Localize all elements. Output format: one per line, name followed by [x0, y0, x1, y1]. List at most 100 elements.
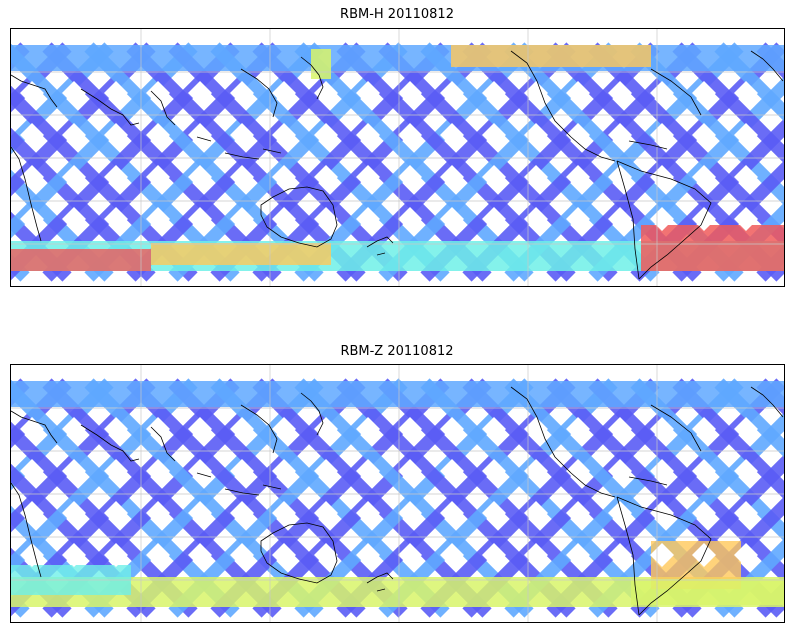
gap-diamond — [608, 165, 632, 189]
gap-diamond — [20, 543, 44, 567]
gap-diamond — [230, 543, 254, 567]
gap-diamond — [272, 459, 296, 483]
gap-diamond — [356, 165, 380, 189]
swath-track — [714, 378, 784, 458]
coastline — [650, 404, 702, 452]
gap-diamond — [566, 81, 590, 105]
gap-diamond — [230, 417, 254, 441]
gap-diamond — [482, 501, 506, 525]
gap-diamond — [440, 123, 464, 147]
gap-diamond — [356, 459, 380, 483]
gap-diamond — [734, 417, 758, 441]
gap-diamond — [524, 123, 548, 147]
polar-band-north — [11, 45, 784, 71]
coastline — [240, 68, 278, 118]
gap-diamond — [734, 459, 758, 483]
coastlines — [11, 386, 784, 616]
gap-diamond — [398, 123, 422, 147]
gap-diamond — [356, 123, 380, 147]
gap-diamond — [356, 543, 380, 567]
gap-diamond — [104, 165, 128, 189]
gap-diamond — [608, 417, 632, 441]
gap-diamond — [608, 459, 632, 483]
gap-diamond — [104, 81, 128, 105]
coastline — [196, 136, 212, 142]
coastline — [616, 496, 640, 616]
hotspot — [631, 579, 784, 605]
polar-band-north — [11, 381, 784, 407]
gap-diamond — [734, 123, 758, 147]
coastline — [224, 152, 260, 160]
gap-diamond — [188, 501, 212, 525]
gap-diamond — [398, 81, 422, 105]
coastline — [366, 572, 394, 584]
gap-diamond — [524, 165, 548, 189]
gap-diamond — [482, 417, 506, 441]
graticule — [11, 29, 784, 286]
swath-track — [714, 538, 784, 618]
gap-diamond — [692, 501, 716, 525]
gap-diamond — [188, 165, 212, 189]
swath-track — [588, 76, 784, 282]
gap-diamond — [230, 501, 254, 525]
gap-diamond — [608, 123, 632, 147]
graticule — [11, 365, 784, 622]
gap-diamond — [650, 81, 674, 105]
gap-diamond — [440, 459, 464, 483]
gap-diamond — [440, 417, 464, 441]
gap-diamond — [146, 501, 170, 525]
coastline — [300, 56, 324, 100]
gap-diamond — [272, 123, 296, 147]
coastline — [650, 68, 702, 116]
coastline — [628, 476, 668, 486]
coastline — [376, 588, 386, 592]
coastlines — [11, 50, 784, 280]
gap-diamond — [440, 165, 464, 189]
coastline — [300, 392, 324, 436]
gap-diamond — [734, 207, 758, 231]
gap-diamond — [608, 543, 632, 567]
swath-map-rbm-h — [11, 29, 784, 286]
coastline — [196, 472, 212, 478]
gap-diamond — [188, 543, 212, 567]
gap-diamond — [524, 459, 548, 483]
gap-diamond — [398, 543, 422, 567]
gap-diamond — [146, 207, 170, 231]
gap-diamond — [734, 165, 758, 189]
coastline — [11, 146, 42, 242]
coastline — [80, 88, 140, 126]
coastline — [616, 496, 712, 616]
gap-diamond — [524, 81, 548, 105]
gap-diamond — [482, 543, 506, 567]
gap-diamond — [62, 81, 86, 105]
gap-diamond — [692, 123, 716, 147]
gap-diamond — [188, 417, 212, 441]
gap-diamond — [146, 543, 170, 567]
gap-diamond — [104, 501, 128, 525]
gap-diamond — [566, 165, 590, 189]
gap-diamond — [440, 207, 464, 231]
gap-diamond — [104, 207, 128, 231]
gap-diamond — [524, 417, 548, 441]
gap-diamond — [104, 123, 128, 147]
coastline — [616, 160, 712, 280]
gap-diamond — [188, 207, 212, 231]
gap-diamond — [608, 81, 632, 105]
coastline — [11, 74, 58, 108]
coastline — [570, 472, 616, 498]
gap-diamond — [272, 543, 296, 567]
gap-diamond — [104, 459, 128, 483]
gap-diamond — [314, 81, 338, 105]
gap-diamond — [314, 417, 338, 441]
gap-diamond — [734, 81, 758, 105]
gap-diamond — [230, 123, 254, 147]
panel-title-bottom: RBM-Z 20110812 — [340, 344, 454, 359]
gap-diamond — [692, 81, 716, 105]
gap-diamond — [20, 459, 44, 483]
map-frame-top — [10, 28, 785, 287]
coastline — [260, 186, 338, 248]
gap-diamond — [524, 501, 548, 525]
gap-diamond — [146, 165, 170, 189]
coastline — [616, 160, 640, 280]
gap-diamond — [650, 543, 674, 567]
